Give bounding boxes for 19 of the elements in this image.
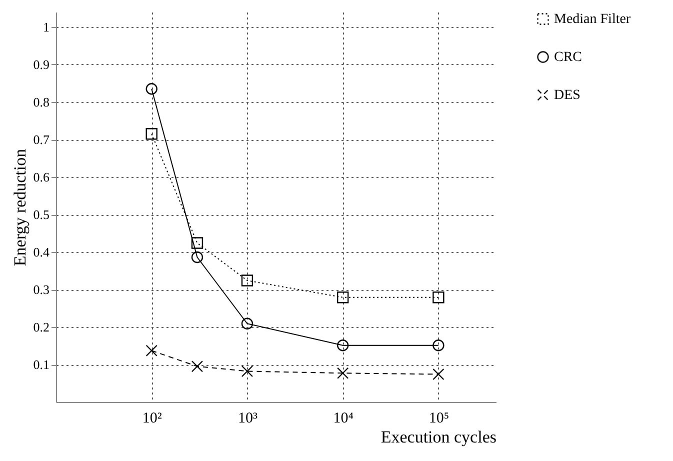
- y-tick-label: 0.5: [33, 207, 50, 222]
- y-tick-label: 0.6: [33, 170, 50, 184]
- y-tick-label: 0.1: [33, 357, 50, 372]
- legend-label: CRC: [554, 50, 582, 65]
- x-axis-title: Execution cycles: [380, 428, 496, 446]
- x-tick-label: 10²: [142, 410, 162, 426]
- y-tick-label: 0.4: [33, 244, 50, 260]
- x-tick-label: 10³: [238, 410, 258, 426]
- x-tick-label: 10⁵: [428, 410, 450, 426]
- y-tick-label: 0.2: [33, 320, 50, 334]
- y-tick-label: 0.3: [33, 282, 50, 297]
- y-tick-label: 0.9: [33, 57, 50, 72]
- legend-label: Median Filter: [554, 12, 631, 27]
- y-tick-label: 0.8: [33, 94, 50, 110]
- x-tick-label: 10⁴: [333, 410, 354, 426]
- y-axis-title: Energy reduction: [10, 148, 30, 266]
- y-tick-label: 1: [43, 20, 50, 34]
- y-tick-label: 0.7: [33, 132, 50, 147]
- legend-label: DES: [554, 88, 580, 103]
